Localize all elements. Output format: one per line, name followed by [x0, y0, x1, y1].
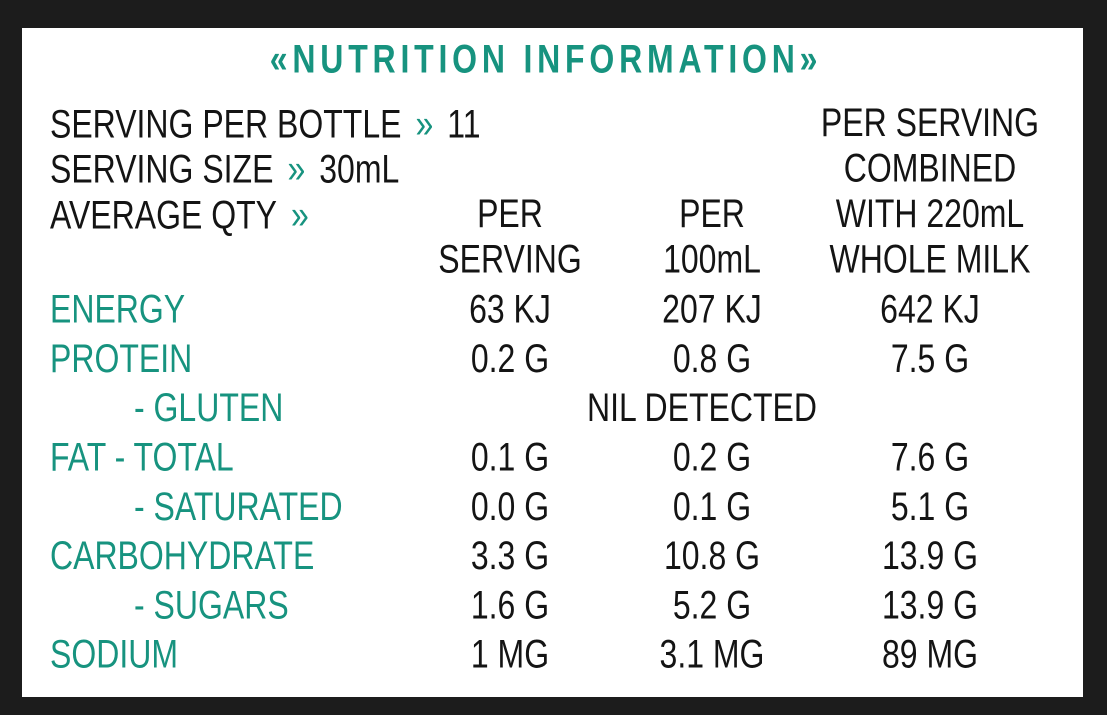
cell-value: 0.2 G	[471, 335, 549, 380]
arrow: »	[291, 192, 309, 237]
serving-label: AVERAGE QTY	[50, 192, 277, 237]
column-header: WITH 220mL	[836, 191, 1024, 236]
cell-value: 1 MG	[471, 631, 549, 676]
cell-value: 13.9 G	[882, 582, 978, 627]
cell-value: 0.2 G	[673, 434, 751, 479]
cell-value: 63 KJ	[469, 286, 551, 331]
cell-note: NIL DETECTED	[587, 385, 817, 430]
serving-value: 30mL	[319, 146, 399, 191]
cell-value: 207 KJ	[662, 286, 762, 331]
serving-value: 11	[447, 101, 480, 146]
row-label: FAT - TOTAL	[50, 434, 234, 479]
cell-value: 7.5 G	[891, 335, 969, 380]
cell-value: 89 MG	[882, 631, 978, 676]
row-label: ENERGY	[50, 286, 185, 331]
serving-label: SERVING PER BOTTLE	[50, 101, 401, 146]
arrow: »	[415, 101, 433, 146]
row-label: PROTEIN	[50, 335, 192, 380]
cell-value: 5.2 G	[673, 582, 751, 627]
cell-value: 5.1 G	[891, 483, 969, 528]
row-label: - GLUTEN	[134, 385, 283, 430]
cell-value: 3.3 G	[471, 533, 549, 578]
column-header: PER	[477, 191, 543, 236]
arrow: »	[287, 146, 305, 191]
column-header: PER SERVING	[821, 100, 1039, 145]
cell-value: 10.8 G	[664, 533, 760, 578]
column-header: 100mL	[663, 236, 761, 281]
serving-label: SERVING SIZE	[50, 146, 273, 191]
cell-value: 1.6 G	[471, 582, 549, 627]
row-label: SODIUM	[50, 631, 178, 676]
cell-value: 7.6 G	[891, 434, 969, 479]
panel	[22, 28, 1083, 697]
column-header: PER	[679, 191, 745, 236]
column-header: SERVING	[438, 236, 581, 281]
cell-value: 642 KJ	[880, 286, 980, 331]
row-label: CARBOHYDRATE	[50, 533, 314, 578]
row-label: - SUGARS	[134, 582, 289, 627]
column-header: COMBINED	[844, 145, 1016, 190]
cell-value: 0.8 G	[673, 335, 751, 380]
cell-value: 0.0 G	[471, 483, 549, 528]
row-label: - SATURATED	[134, 483, 343, 528]
cell-value: 0.1 G	[471, 434, 549, 479]
cell-value: 13.9 G	[882, 533, 978, 578]
column-header: WHOLE MILK	[830, 236, 1031, 281]
cell-value: 0.1 G	[673, 483, 751, 528]
cell-value: 3.1 MG	[660, 631, 765, 676]
title: «NUTRITION INFORMATION»	[270, 36, 822, 81]
